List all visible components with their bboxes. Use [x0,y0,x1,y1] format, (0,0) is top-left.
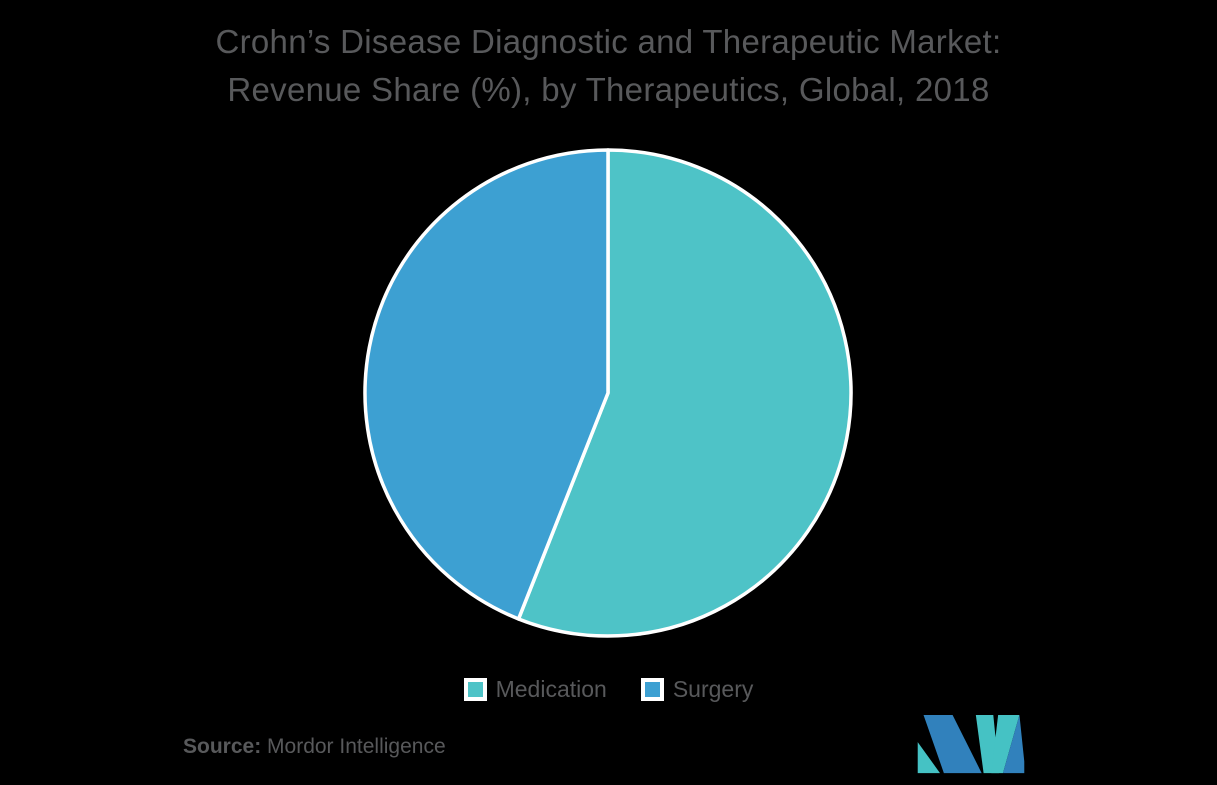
legend-marker-surgery [640,678,664,701]
pie-slice-surgery [363,148,610,621]
chart-title-line1: Crohn’s Disease Diagnostic and Therapeut… [215,23,1002,60]
legend-label: Medication [495,676,607,702]
source-line: Source: Mordor Intelligence [183,735,446,759]
legend-marker-medication [463,678,487,701]
chart-title: Crohn’s Disease Diagnostic and Therapeut… [0,18,1217,114]
source-text: Mordor Intelligence [267,735,446,758]
source-label: Source: [183,735,262,758]
pie-chart [363,148,853,638]
logo-left-diagonal [923,714,982,774]
logo-i-block-teal [991,714,1020,774]
chart-title-line2: Revenue Share (%), by Therapeutics, Glob… [227,71,990,108]
legend-label: Surgery [672,676,754,702]
legend-item-surgery: Surgery [640,676,754,703]
logo-i-block-blue-triangle [1002,714,1025,774]
logo-left-triangle [917,742,940,774]
legend: Medication Surgery [0,676,1217,703]
mordor-intelligence-logo [917,714,1025,774]
legend-item-medication: Medication [463,676,607,703]
pie-slice-medication [516,148,853,638]
